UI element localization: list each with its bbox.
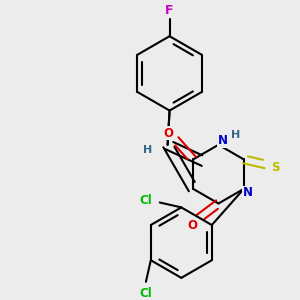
Text: N: N — [243, 186, 253, 199]
Text: Cl: Cl — [140, 194, 152, 207]
Text: O: O — [164, 127, 174, 140]
Text: H: H — [143, 145, 153, 155]
Text: S: S — [271, 161, 280, 174]
Text: F: F — [165, 4, 174, 17]
Text: H: H — [232, 130, 241, 140]
Text: N: N — [218, 134, 227, 147]
Text: O: O — [187, 220, 197, 232]
Text: Cl: Cl — [140, 287, 152, 300]
